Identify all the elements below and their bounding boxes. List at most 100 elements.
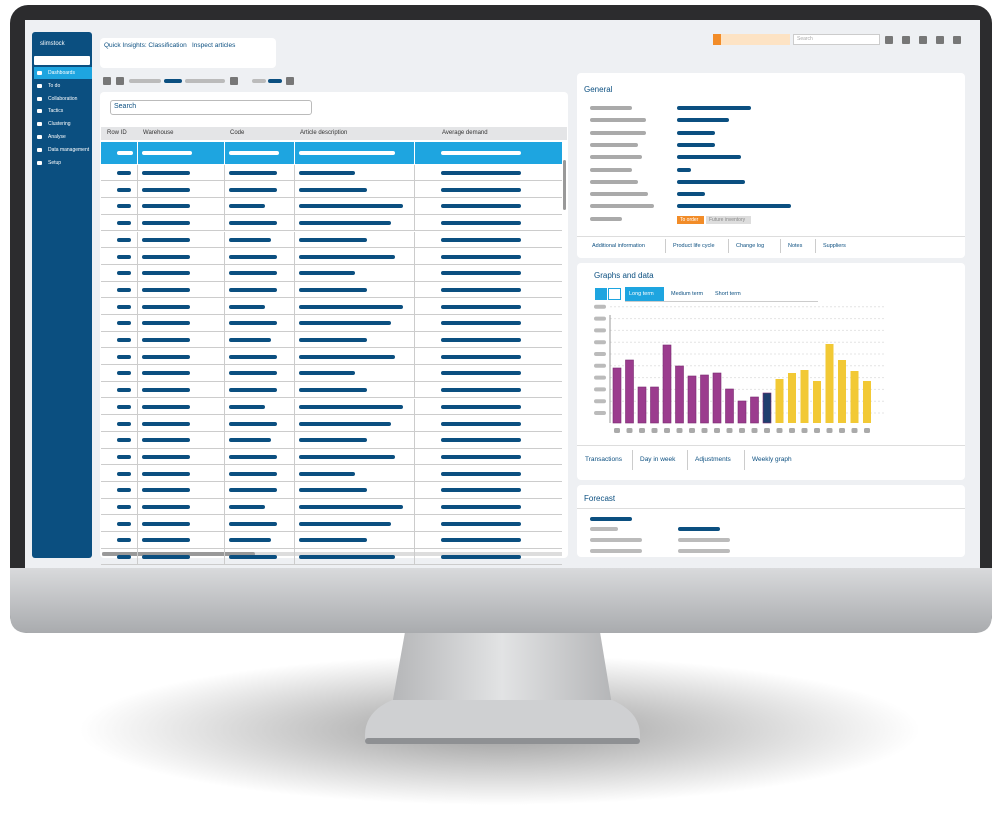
toggle[interactable] xyxy=(595,288,607,300)
icon[interactable] xyxy=(936,36,944,44)
tag-label: Future inventory xyxy=(709,217,746,223)
tool[interactable] xyxy=(103,77,111,85)
tool[interactable] xyxy=(164,79,182,83)
column-divider xyxy=(294,198,295,215)
top-search[interactable] xyxy=(793,34,880,45)
tab[interactable]: Change log xyxy=(736,243,765,249)
breadcrumb-1[interactable]: Quick Insights: Classification xyxy=(104,42,187,49)
table-row[interactable] xyxy=(101,449,562,466)
table-row[interactable] xyxy=(101,465,562,482)
icon[interactable] xyxy=(953,36,961,44)
cell-placeholder xyxy=(299,538,367,543)
table-row[interactable] xyxy=(101,198,562,215)
cell-placeholder xyxy=(117,371,131,376)
cell-placeholder xyxy=(299,304,403,309)
icon[interactable] xyxy=(919,36,927,44)
range-tab[interactable]: Short term xyxy=(715,291,741,297)
graph-tab[interactable]: Transactions xyxy=(585,456,622,463)
column-header[interactable]: Average demand xyxy=(442,130,488,136)
nav-item[interactable]: Clustering xyxy=(48,121,71,128)
breadcrumb-2[interactable]: Inspect articles xyxy=(192,42,236,49)
nav-icon xyxy=(37,71,42,75)
nav-item[interactable]: To do xyxy=(48,82,61,89)
table-row[interactable] xyxy=(101,215,562,232)
table-row[interactable] xyxy=(101,365,562,382)
tab[interactable]: Additional information xyxy=(592,243,645,249)
icon[interactable] xyxy=(885,36,893,44)
cell-placeholder xyxy=(299,521,391,526)
table-row[interactable] xyxy=(101,282,562,299)
toggle[interactable] xyxy=(608,288,621,300)
nav-item[interactable]: Data management xyxy=(48,146,90,153)
cell-placeholder xyxy=(441,538,521,543)
table-row[interactable] xyxy=(101,515,562,533)
scroll-thumb[interactable] xyxy=(563,160,566,210)
tool[interactable] xyxy=(230,77,238,85)
graph-tab[interactable]: Adjustments xyxy=(695,456,731,463)
range-tab[interactable]: Medium term xyxy=(671,291,704,297)
table-row[interactable] xyxy=(101,432,562,449)
nav-item[interactable]: Analyse xyxy=(48,134,66,140)
table-row[interactable] xyxy=(101,382,562,399)
nav-item[interactable]: Tactics xyxy=(48,108,64,115)
bar xyxy=(813,381,821,423)
graphs-title[interactable]: Graphs and data xyxy=(594,271,654,280)
nav-item[interactable]: Dashboards xyxy=(34,67,92,79)
nav-item[interactable]: Setup xyxy=(48,159,62,166)
bar xyxy=(850,371,859,423)
forecast-title[interactable]: Forecast xyxy=(584,494,616,503)
table-row[interactable] xyxy=(101,499,562,516)
table-row[interactable] xyxy=(101,232,562,249)
graph-tab[interactable]: Day in week xyxy=(640,456,676,463)
table-row[interactable] xyxy=(101,482,562,499)
cell-placeholder xyxy=(229,388,277,393)
table-row[interactable] xyxy=(101,415,562,432)
scroll-thumb[interactable] xyxy=(102,552,255,556)
column-divider xyxy=(414,231,415,249)
table-row[interactable] xyxy=(101,315,562,332)
sidebar-search[interactable] xyxy=(34,56,90,65)
cell-placeholder xyxy=(299,438,367,443)
table-search[interactable] xyxy=(110,100,312,115)
table-row[interactable] xyxy=(101,332,562,349)
table-row[interactable] xyxy=(101,348,562,366)
tool[interactable] xyxy=(286,77,294,85)
table-row[interactable] xyxy=(101,298,562,315)
table-row[interactable] xyxy=(101,248,562,265)
table-row[interactable] xyxy=(101,165,562,182)
column-divider xyxy=(294,331,295,349)
column-divider xyxy=(414,465,415,482)
tool[interactable] xyxy=(185,79,225,83)
graph-tab[interactable]: Weekly graph xyxy=(752,456,792,463)
icon[interactable] xyxy=(902,36,910,44)
column-divider xyxy=(137,498,138,516)
nav-icon xyxy=(37,96,42,101)
tool[interactable] xyxy=(268,79,282,83)
tab[interactable]: Notes xyxy=(788,243,803,249)
tool[interactable] xyxy=(116,77,124,85)
column-divider xyxy=(294,482,295,499)
cell-placeholder xyxy=(299,404,403,409)
column-header[interactable]: Warehouse xyxy=(143,130,174,136)
tool[interactable] xyxy=(252,79,266,83)
table-row[interactable] xyxy=(101,265,562,282)
cell-placeholder xyxy=(441,221,521,226)
column-header[interactable]: Row ID xyxy=(107,130,127,136)
tool[interactable] xyxy=(129,79,161,83)
table-row[interactable] xyxy=(101,399,562,416)
column-header[interactable]: Article description xyxy=(300,130,348,136)
table-row[interactable] xyxy=(101,181,562,199)
tab[interactable]: Suppliers xyxy=(823,243,846,249)
table-row[interactable] xyxy=(101,549,562,566)
nav-item[interactable]: Collaboration xyxy=(48,95,78,102)
cell-placeholder xyxy=(229,454,277,459)
general-title[interactable]: General xyxy=(584,85,613,94)
table-row[interactable] xyxy=(101,532,562,549)
tab[interactable]: Product life cycle xyxy=(673,243,715,249)
range-tab[interactable]: Long term xyxy=(629,291,654,297)
bar xyxy=(788,373,796,423)
column-divider xyxy=(414,198,415,215)
cell-placeholder xyxy=(441,371,521,376)
progress xyxy=(713,34,790,45)
column-header[interactable]: Code xyxy=(230,130,245,136)
